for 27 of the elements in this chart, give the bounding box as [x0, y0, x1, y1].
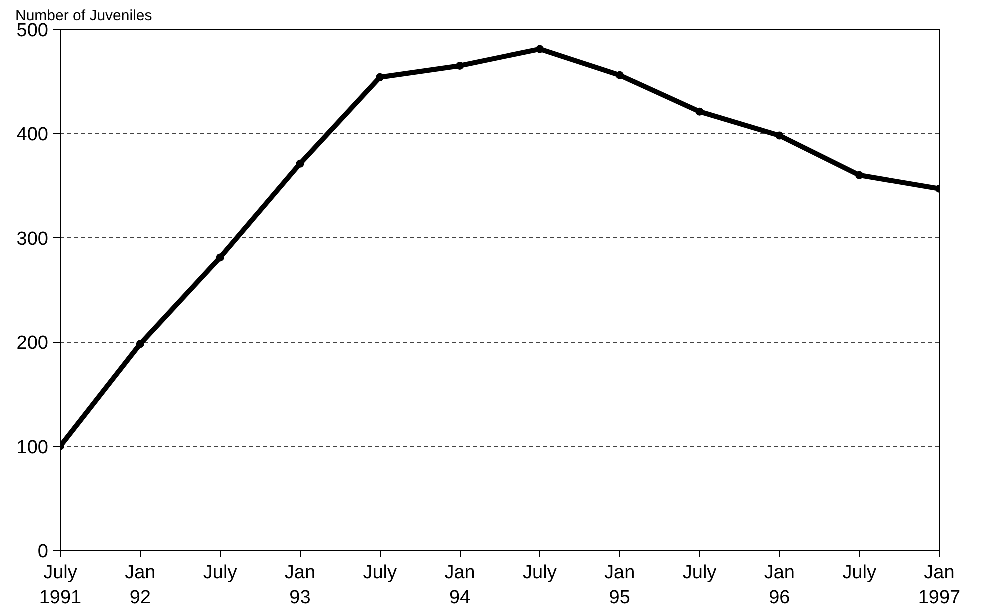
x-tick-label: July	[363, 562, 398, 584]
point	[216, 254, 224, 262]
y-tick-label: 200	[16, 333, 48, 354]
point	[456, 62, 464, 70]
y-tick-label: 400	[16, 124, 48, 146]
point	[776, 132, 784, 140]
x-tick-label: Jan 96	[764, 562, 796, 609]
point	[616, 71, 624, 80]
x-tick-label: Jan 94	[444, 562, 476, 609]
point	[696, 108, 704, 116]
y-tick-label: 100	[16, 437, 48, 458]
x-tick-label: July 1991	[39, 562, 82, 609]
y-tick-label: 300	[16, 228, 48, 250]
x-tick-label: July	[523, 562, 558, 584]
x-tick-label: Jan 92	[125, 562, 156, 609]
x-tick-label: July	[203, 562, 238, 584]
y-tick-label: 0	[38, 542, 49, 562]
point	[296, 160, 304, 168]
x-tick-label: Jan 95	[604, 562, 636, 609]
x-tick-label: Jan 93	[284, 562, 316, 609]
point	[376, 73, 384, 82]
point	[856, 171, 864, 180]
point	[536, 45, 544, 54]
point	[136, 340, 144, 348]
x-tick-label: July	[842, 562, 877, 584]
x-tick-label: Jan 1997	[918, 562, 961, 609]
x-tick-label: July	[682, 562, 718, 584]
